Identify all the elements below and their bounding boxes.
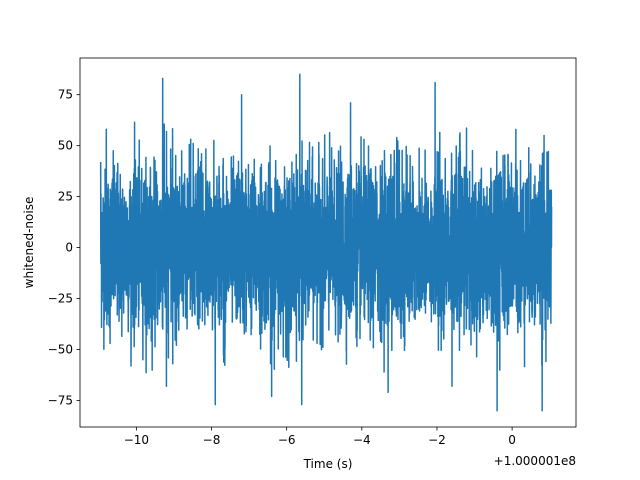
x-tick-label: −2	[428, 433, 446, 447]
y-tick-label: 0	[65, 241, 73, 255]
x-tick-label: −8	[203, 433, 221, 447]
x-offset-label: +1.000001e8	[494, 454, 576, 468]
y-axis-label: whitened-noise	[22, 197, 36, 289]
y-tick-label: −75	[48, 393, 73, 407]
x-tick-label: 0	[508, 433, 516, 447]
y-tick-label: 50	[58, 139, 73, 153]
x-axis-label: Time (s)	[303, 457, 353, 471]
x-tick-label: −10	[124, 433, 149, 447]
series-layer	[99, 73, 553, 412]
y-tick-label: −25	[48, 292, 73, 306]
y-tick-label: −50	[48, 343, 73, 357]
series-line	[99, 73, 553, 412]
axes-frame	[79, 57, 577, 428]
x-axis-ticks: −10 −8 −6 −4 −2 0	[124, 427, 516, 447]
y-tick-label: 75	[58, 88, 73, 102]
y-axis-ticks: −75 −50 −25 0 25 50 75	[48, 88, 80, 407]
y-tick-label: 25	[58, 190, 73, 204]
x-tick-label: −6	[278, 433, 296, 447]
x-tick-label: −4	[353, 433, 371, 447]
